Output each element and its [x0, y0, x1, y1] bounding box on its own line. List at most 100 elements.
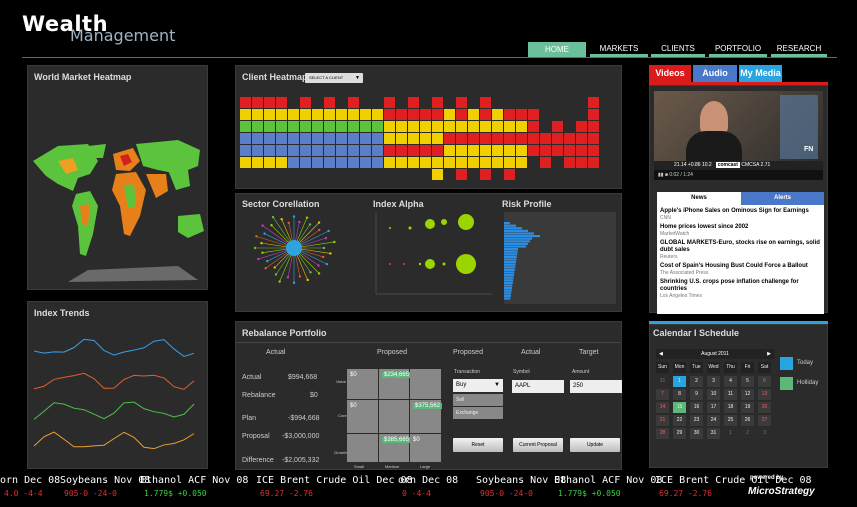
- heatmap-cell[interactable]: [252, 157, 263, 168]
- heatmap-cell[interactable]: [288, 169, 299, 180]
- heatmap-cell[interactable]: [240, 157, 251, 168]
- heatmap-cell[interactable]: [528, 133, 539, 144]
- ticker-item[interactable]: ICE Brent Crude Oil Dec 08: [256, 475, 413, 486]
- amount-input[interactable]: 250: [570, 380, 622, 393]
- heatmap-cell[interactable]: [276, 97, 287, 108]
- heatmap-cell[interactable]: [312, 145, 323, 156]
- heatmap-cell[interactable]: [564, 157, 575, 168]
- heatmap-cell[interactable]: [516, 97, 527, 108]
- heatmap-cell[interactable]: [336, 109, 347, 120]
- heatmap-cell[interactable]: [300, 121, 311, 132]
- heatmap-cell[interactable]: [252, 121, 263, 132]
- heatmap-cell[interactable]: [240, 109, 251, 120]
- heatmap-cell[interactable]: [456, 133, 467, 144]
- heatmap-cell[interactable]: [420, 121, 431, 132]
- heatmap-cell[interactable]: [288, 121, 299, 132]
- calendar-day[interactable]: 1: [673, 376, 686, 387]
- heatmap-cell[interactable]: [504, 133, 515, 144]
- heatmap-cell[interactable]: [252, 97, 263, 108]
- next-month-icon[interactable]: ▶: [767, 351, 771, 357]
- heatmap-cell[interactable]: [300, 169, 311, 180]
- news-title[interactable]: Apple's iPhone Sales on Ominous Sign for…: [660, 208, 809, 214]
- heatmap-cell[interactable]: [468, 109, 479, 120]
- heatmap-cell[interactable]: [564, 169, 575, 180]
- calendar-day[interactable]: 22: [673, 415, 686, 426]
- tab-alerts[interactable]: Alerts: [741, 192, 824, 205]
- calendar-day[interactable]: 25: [724, 415, 737, 426]
- tab-audio[interactable]: Audio: [693, 65, 737, 82]
- heatmap-cell[interactable]: [432, 97, 443, 108]
- heatmap-cell[interactable]: [252, 169, 263, 180]
- heatmap-cell[interactable]: [552, 97, 563, 108]
- heatmap-cell[interactable]: [348, 145, 359, 156]
- heatmap-cell[interactable]: [576, 97, 587, 108]
- calendar-day[interactable]: 13: [758, 389, 771, 400]
- heatmap-cell[interactable]: [564, 133, 575, 144]
- heatmap-cell[interactable]: [336, 121, 347, 132]
- heatmap-cell[interactable]: [252, 109, 263, 120]
- heatmap-cell[interactable]: [504, 169, 515, 180]
- menu-exchange[interactable]: Exchange: [453, 407, 503, 419]
- heatmap-cell[interactable]: [528, 121, 539, 132]
- heatmap-cell[interactable]: [540, 121, 551, 132]
- calendar-day[interactable]: 2: [690, 376, 703, 387]
- heatmap-cell[interactable]: [264, 133, 275, 144]
- heatmap-cell[interactable]: [528, 145, 539, 156]
- cell-core-small[interactable]: $0: [347, 400, 378, 433]
- heatmap-cell[interactable]: [360, 109, 371, 120]
- heatmap-cell[interactable]: [348, 169, 359, 180]
- heatmap-cell[interactable]: [444, 109, 455, 120]
- ticker-item[interactable]: Soybeans Nov 08: [476, 475, 567, 486]
- calendar-day[interactable]: 17: [707, 402, 720, 413]
- heatmap-cell[interactable]: [468, 145, 479, 156]
- calendar-day[interactable]: 3: [707, 376, 720, 387]
- heatmap-cell[interactable]: [444, 169, 455, 180]
- heatmap-cell[interactable]: [420, 97, 431, 108]
- heatmap-cell[interactable]: [492, 133, 503, 144]
- heatmap-cell[interactable]: [468, 157, 479, 168]
- news-item[interactable]: Home prices lowest since 2002 MarketWatch: [660, 224, 822, 238]
- heatmap-cell[interactable]: [540, 109, 551, 120]
- symbol-input[interactable]: AAPL: [512, 380, 564, 393]
- heatmap-cell[interactable]: [324, 97, 335, 108]
- heatmap-cell[interactable]: [432, 157, 443, 168]
- heatmap-cell[interactable]: [540, 169, 551, 180]
- heatmap-cell[interactable]: [276, 169, 287, 180]
- heatmap-cell[interactable]: [420, 157, 431, 168]
- heatmap-cell[interactable]: [312, 97, 323, 108]
- heatmap-cell[interactable]: [492, 109, 503, 120]
- heatmap-cell[interactable]: [528, 157, 539, 168]
- heatmap-cell[interactable]: [456, 109, 467, 120]
- heatmap-cell[interactable]: [492, 121, 503, 132]
- heatmap-cell[interactable]: [576, 157, 587, 168]
- heatmap-cell[interactable]: [384, 145, 395, 156]
- heatmap-cell[interactable]: [360, 133, 371, 144]
- heatmap-cell[interactable]: [312, 157, 323, 168]
- reset-button[interactable]: Reset: [453, 438, 503, 452]
- world-map[interactable]: [28, 66, 209, 291]
- risk-profile-chart[interactable]: [500, 210, 620, 310]
- heatmap-cell[interactable]: [516, 169, 527, 180]
- cell-value-small[interactable]: $0: [347, 369, 378, 399]
- heatmap-cell[interactable]: [336, 169, 347, 180]
- heatmap-cell[interactable]: [288, 145, 299, 156]
- heatmap-cell[interactable]: [384, 109, 395, 120]
- heatmap-cell[interactable]: [552, 133, 563, 144]
- ticker-item[interactable]: Soybeans Nov 08: [60, 475, 151, 486]
- transaction-select[interactable]: Buy ▼: [453, 379, 503, 392]
- heatmap-cell[interactable]: [288, 157, 299, 168]
- heatmap-cell[interactable]: [516, 121, 527, 132]
- heatmap-cell[interactable]: [360, 121, 371, 132]
- heatmap-cell[interactable]: [384, 133, 395, 144]
- heatmap-cell[interactable]: [360, 97, 371, 108]
- news-item[interactable]: Apple's iPhone Sales on Ominous Sign for…: [660, 208, 822, 222]
- calendar-day[interactable]: 20: [758, 402, 771, 413]
- heatmap-cell[interactable]: [300, 157, 311, 168]
- heatmap-cell[interactable]: [480, 121, 491, 132]
- heatmap-cell[interactable]: [408, 109, 419, 120]
- calendar-day[interactable]: 9: [690, 389, 703, 400]
- nav-home[interactable]: HOME: [528, 42, 586, 57]
- heatmap-cell[interactable]: [540, 157, 551, 168]
- heatmap-cell[interactable]: [468, 97, 479, 108]
- nav-markets[interactable]: MARKETS: [590, 42, 648, 57]
